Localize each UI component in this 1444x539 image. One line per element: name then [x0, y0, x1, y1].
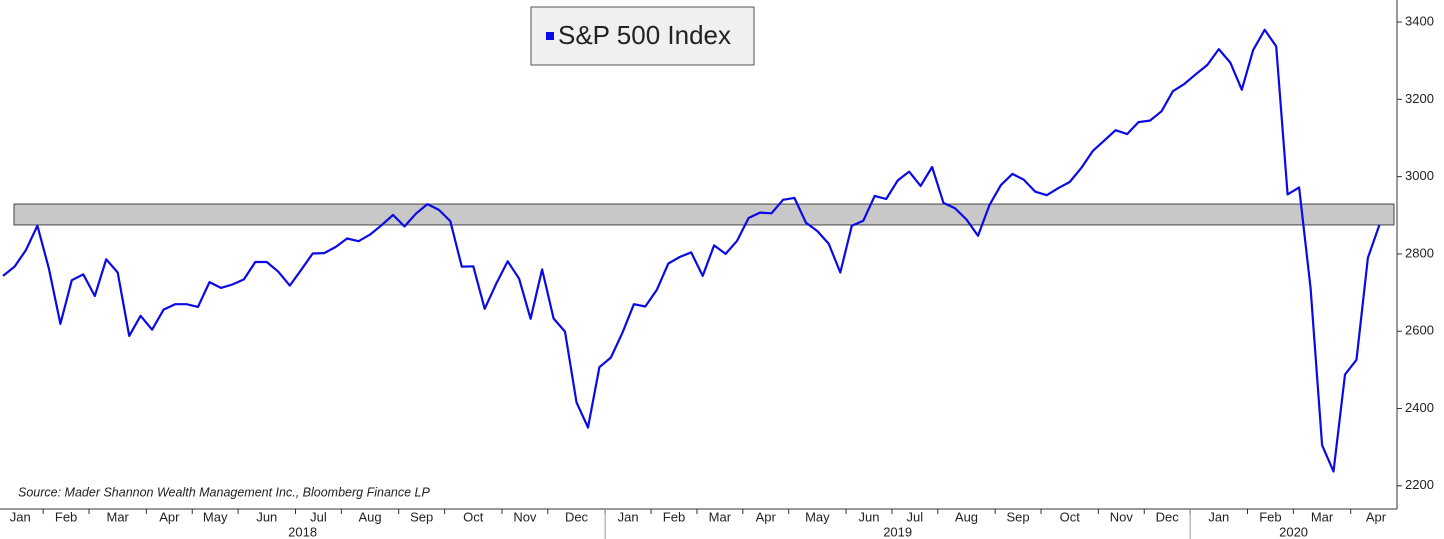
x-tick-label: Jan: [1208, 509, 1229, 524]
x-tick-label: Nov: [1110, 509, 1134, 524]
x-tick-label: Jun: [859, 509, 880, 524]
series-line: [2, 28, 1381, 473]
x-tick-label: Jan: [10, 509, 31, 524]
legend-swatch: [546, 32, 554, 40]
legend-box: [530, 6, 755, 66]
x-tick-label: Feb: [663, 509, 685, 524]
x-tick-label: Dec: [565, 509, 589, 524]
x-tick-label: Jan: [618, 509, 639, 524]
x-tick-label: Mar: [107, 509, 130, 524]
y-tick-label: 3400: [1405, 13, 1434, 28]
x-tick-label: Apr: [159, 509, 180, 524]
y-tick-label: 2200: [1405, 477, 1434, 492]
x-tick-label: Nov: [513, 509, 537, 524]
y-tick-label: 3200: [1405, 91, 1434, 106]
x-tick-label: Sep: [1007, 509, 1030, 524]
year-label: 2020: [1279, 524, 1308, 539]
x-tick-label: Jul: [907, 509, 924, 524]
x-tick-label: Jun: [256, 509, 277, 524]
x-tick-label: Sep: [410, 509, 433, 524]
x-tick-label: May: [805, 509, 830, 524]
x-tick-label: Feb: [55, 509, 77, 524]
x-tick-label: Mar: [1311, 509, 1334, 524]
x-tick-label: Oct: [1060, 509, 1081, 524]
x-tick-label: Oct: [463, 509, 484, 524]
x-tick-label: Jul: [310, 509, 327, 524]
x-tick-label: Apr: [1366, 509, 1387, 524]
legend: S&P 500 Index: [530, 6, 755, 66]
source-note: Source: Mader Shannon Wealth Management …: [18, 485, 430, 499]
x-tick-label: Mar: [709, 509, 732, 524]
y-tick-label: 3000: [1405, 168, 1434, 183]
reference-band: [13, 203, 1395, 226]
x-tick-label: May: [203, 509, 228, 524]
x-tick-label: Aug: [358, 509, 381, 524]
x-tick-label: Feb: [1259, 509, 1281, 524]
x-tick-label: Dec: [1156, 509, 1180, 524]
year-label: 2018: [288, 524, 317, 539]
y-tick-label: 2800: [1405, 245, 1434, 260]
year-label: 2019: [883, 524, 912, 539]
legend-label: S&P 500 Index: [558, 20, 731, 50]
x-tick-label: Apr: [756, 509, 777, 524]
y-tick-label: 2600: [1405, 323, 1434, 338]
x-tick-label: Aug: [955, 509, 978, 524]
y-tick-label: 2400: [1405, 400, 1434, 415]
